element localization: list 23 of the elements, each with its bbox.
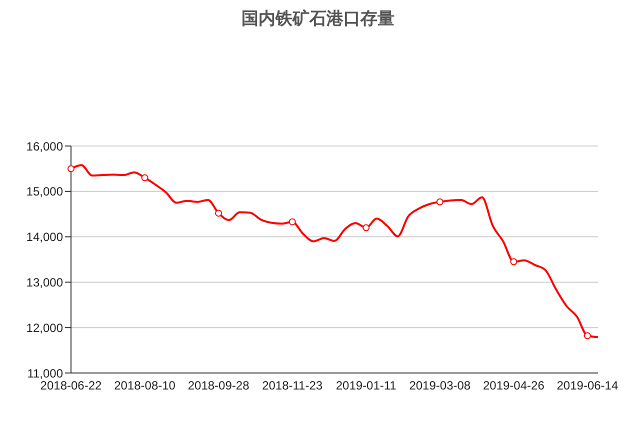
point: [288, 218, 296, 226]
point: [510, 258, 518, 266]
point: [584, 332, 591, 340]
point: [215, 210, 222, 217]
y-tick-label: 15,000: [26, 184, 64, 199]
point: [68, 165, 74, 172]
x-tick-label: 2019-03-08: [409, 378, 471, 393]
y-tick-label: 14,000: [26, 230, 64, 244]
x-tick-label: 2018-06-22: [40, 378, 102, 393]
x-tick-label: 2019-01-11: [336, 378, 397, 393]
y-tick-label: 16,000: [26, 139, 64, 154]
point: [436, 198, 444, 206]
x-tick-label: 2018-09-28: [188, 378, 250, 393]
x-tick-label: 2018-11-23: [262, 378, 323, 393]
x-tick-label: 2019-06-14: [556, 378, 618, 393]
x-tick-label: 2019-04-26: [482, 378, 545, 393]
point: [362, 224, 370, 232]
x-tick-label: 2018-08-10: [114, 378, 176, 393]
y-tick-label: 13,000: [26, 275, 64, 290]
point: [141, 174, 148, 182]
y-tick-label: 12,000: [26, 320, 64, 335]
chart-title: 国内铁矿石港口存量: [240, 8, 396, 30]
y-tick-label: 11,000: [27, 366, 64, 380]
